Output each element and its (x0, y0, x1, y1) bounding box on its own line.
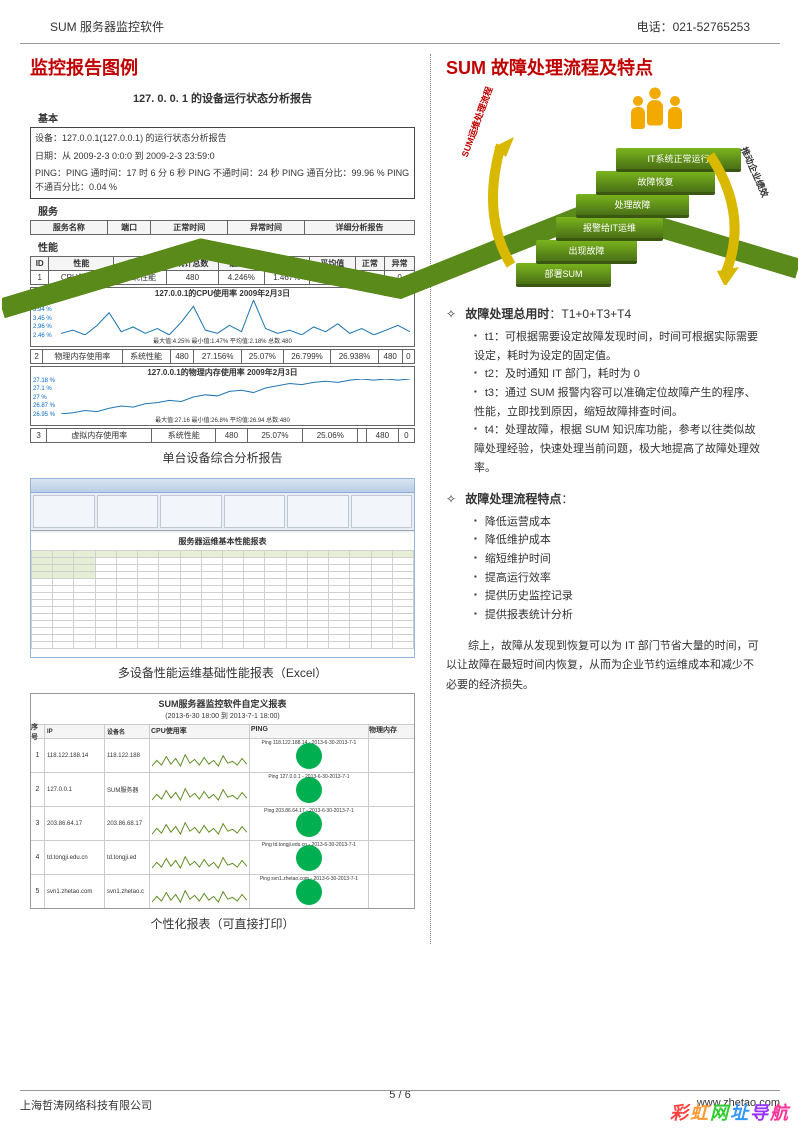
person-icon (647, 88, 663, 126)
custom-report: SUM服务器监控软件自定义报表 (2013-6-30 18:00 到 2013-… (30, 693, 415, 909)
cr-h: CPU使用率 (150, 725, 250, 738)
person-icon (631, 96, 645, 129)
person-icon (668, 96, 682, 129)
excel-screenshot: 服务器运维基本性能报表 (30, 478, 415, 658)
perf-table-3: 3虚拟内存使用率系统性能48025.07%25.06%4800 (30, 428, 415, 443)
mem-chart-caption: 最大值:27.16 最小值:26.8% 平均值:26.94 总数:480 (31, 415, 414, 424)
excel-sheet: 服务器运维基本性能报表 (31, 533, 414, 657)
footer-company: 上海哲涛网络科技有限公司 (20, 1097, 152, 1113)
left-arrow-icon (476, 125, 526, 275)
page-content: 监控报告图例 127. 0. 0. 1 的设备运行状态分析报告 基本 设备：12… (0, 44, 800, 954)
features-section: 故障处理流程特点： 降低运营成本降低维护成本缩短维护时间提高运行效率提供历史监控… (446, 490, 760, 625)
summary-paragraph: 综上，故障从发现到恢复可以为 IT 部门节省大量的时间，可以让故障在最短时间内恢… (446, 637, 760, 696)
cr-h: 物理内存 (369, 725, 414, 738)
excel-titlebar (31, 479, 414, 493)
custom-caption: 个性化报表（可直接打印） (30, 915, 415, 932)
custom-report-title: SUM服务器监控软件自定义报表 (2013-6-30 18:00 到 2013-… (31, 694, 414, 724)
left-column: 监控报告图例 127. 0. 0. 1 的设备运行状态分析报告 基本 设备：12… (30, 54, 430, 944)
cr-h: PING (250, 725, 369, 738)
right-column: SUM 故障处理流程及特点 部署SUM出现故障报警给IT运维处理故障故障恢复IT… (430, 54, 760, 944)
staircase-diagram: 部署SUM出现故障报警给IT运维处理故障故障恢复IT系统正常运行 SUM运维处理… (446, 90, 760, 290)
cr-h: 设备名 (105, 725, 150, 738)
cr-h: IP (45, 725, 105, 738)
features-title: 故障处理流程特点： (446, 490, 760, 507)
excel-sheet-title: 服务器运维基本性能报表 (31, 533, 414, 550)
excel-ribbon (31, 493, 414, 531)
page-footer: 上海哲涛网络科技有限公司 www.zhetao.com (20, 1090, 780, 1113)
cr-h: 序号 (31, 725, 45, 738)
watermark: 彩虹网址导航 (670, 1099, 790, 1125)
report1-caption: 单台设备综合分析报告 (30, 449, 415, 466)
excel-caption: 多设备性能运维基础性能报表（Excel） (30, 664, 415, 681)
